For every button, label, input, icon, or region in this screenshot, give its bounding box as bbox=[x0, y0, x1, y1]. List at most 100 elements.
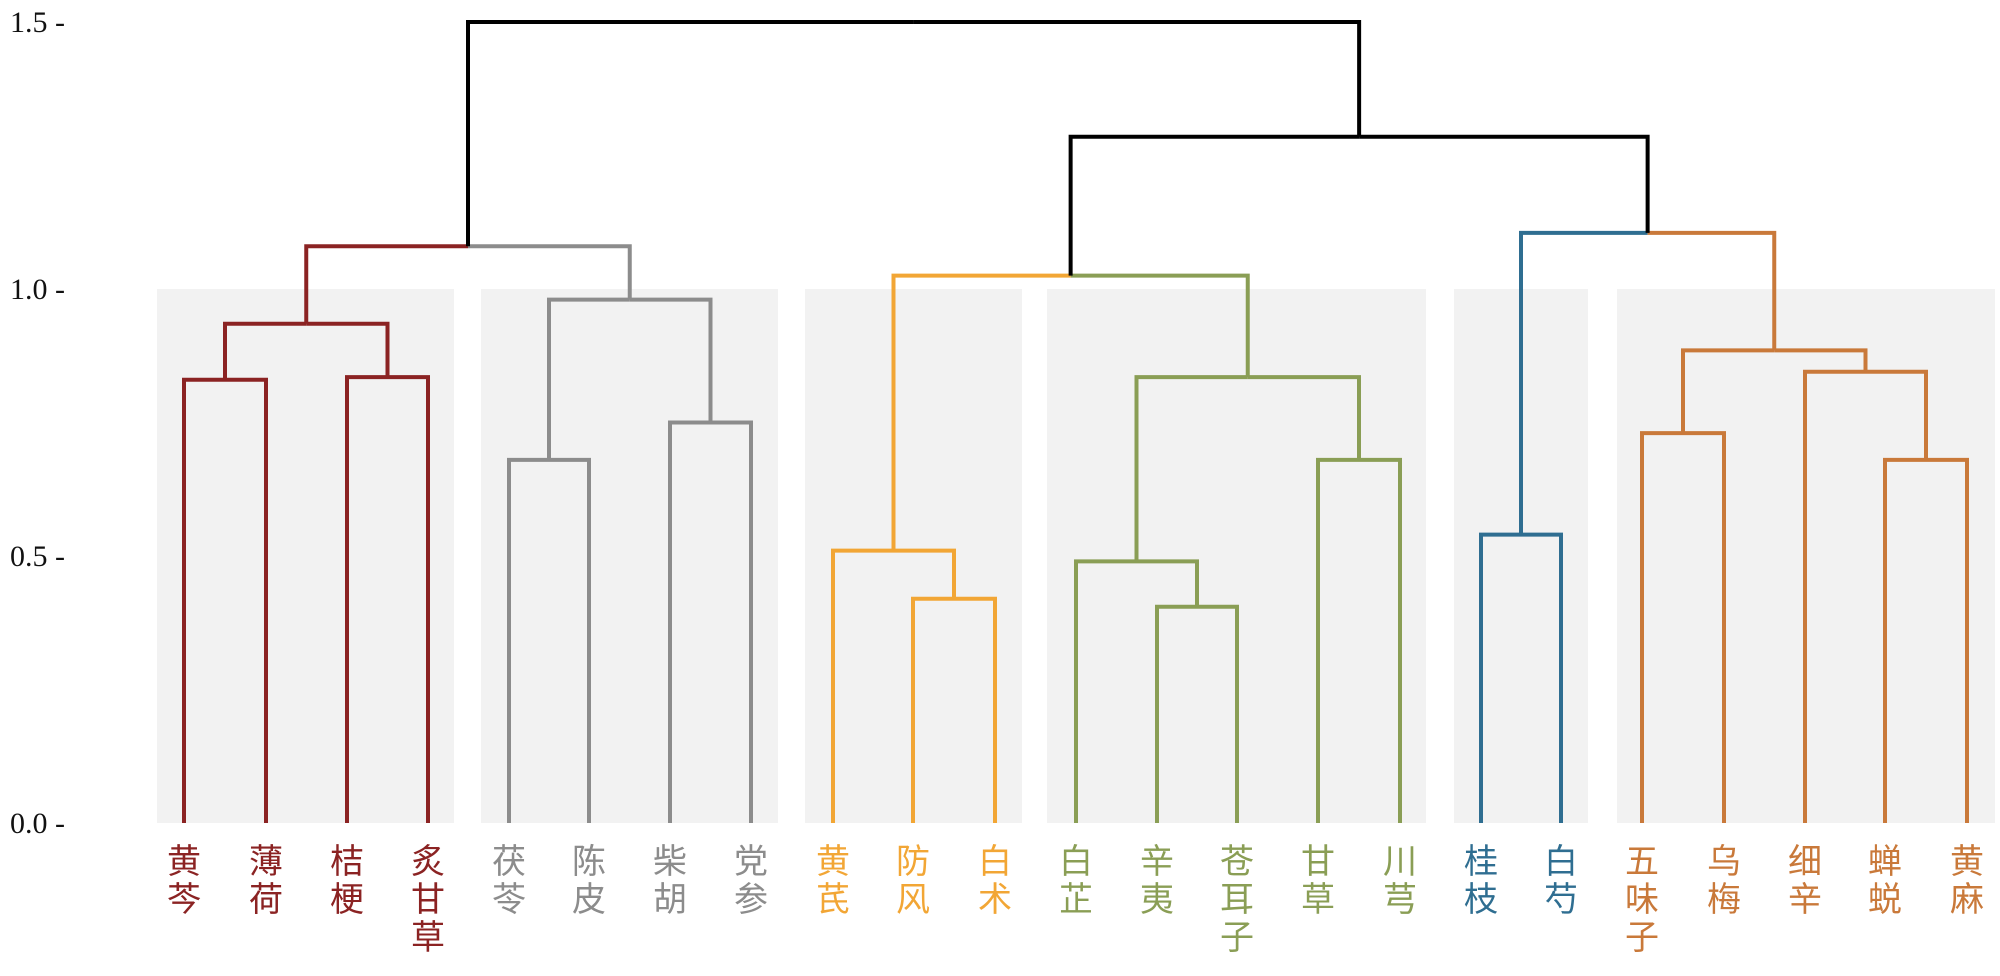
leaf-label-char: 参 bbox=[734, 880, 768, 920]
dendrogram-link-m16-left bbox=[1640, 431, 1683, 823]
dendrogram-link-m22-right bbox=[913, 20, 1362, 137]
dendrogram-link-m9-left bbox=[831, 548, 894, 823]
leaf-label-char: 蜕 bbox=[1868, 880, 1902, 920]
dendrogram-link-m10-left bbox=[1155, 604, 1197, 823]
leaf-label-4: 炙甘草 bbox=[411, 842, 445, 958]
leaf-label-char: 枝 bbox=[1464, 880, 1498, 920]
dendrogram-link-m20-right bbox=[1647, 230, 1777, 351]
dendrogram-link-m13-right bbox=[1247, 375, 1361, 460]
dendrogram-link-m16-right bbox=[1683, 431, 1726, 823]
leaf-label-16: 川芎 bbox=[1383, 842, 1417, 920]
dendrogram-link-m18-right bbox=[1865, 369, 1928, 460]
leaf-label-3: 桔梗 bbox=[330, 842, 364, 920]
leaf-label-char: 细 bbox=[1788, 842, 1822, 882]
dendrogram-link-m7-right bbox=[468, 244, 632, 300]
leaf-label-22: 蝉蜕 bbox=[1868, 842, 1902, 920]
y-tick-label: 0.0 - bbox=[10, 807, 65, 840]
leaf-label-char: 芍 bbox=[1544, 880, 1578, 920]
leaf-label-char: 炙 bbox=[411, 842, 445, 882]
leaf-label-char: 梗 bbox=[330, 880, 364, 920]
dendrogram-link-m7-left bbox=[304, 244, 468, 324]
leaf-label-char: 辛 bbox=[1788, 880, 1822, 920]
leaf-label-char: 薄 bbox=[249, 842, 283, 882]
y-tick-label: 0.5 - bbox=[10, 540, 65, 573]
dendrogram-link-m21-right bbox=[1359, 134, 1650, 233]
dendrogram-link-m1-left bbox=[182, 377, 225, 823]
dendrogram-link-m17-left bbox=[1883, 457, 1926, 823]
leaf-label-char: 黄 bbox=[816, 842, 850, 882]
leaf-label-char: 草 bbox=[1301, 880, 1335, 920]
leaf-label-14: 苍耳子 bbox=[1220, 842, 1254, 958]
dendrogram-link-m21-left bbox=[1068, 134, 1360, 276]
leaf-label-char: 麻 bbox=[1950, 880, 1984, 920]
dendrogram-link-m12-right bbox=[1359, 457, 1402, 823]
leaf-label-char: 子 bbox=[1220, 918, 1254, 958]
leaf-label-char: 黄 bbox=[1950, 842, 1984, 882]
dendrogram-link-m15-right bbox=[1521, 532, 1563, 823]
dendrogram-link-m2-right bbox=[387, 375, 430, 823]
leaf-label-char: 荷 bbox=[249, 880, 283, 920]
leaf-label-char: 茯 bbox=[492, 842, 526, 882]
leaf-label-20: 乌梅 bbox=[1707, 842, 1741, 920]
leaf-label-char: 胡 bbox=[653, 880, 687, 920]
dendrogram-link-m11-left bbox=[1074, 559, 1137, 823]
dendrogram-link-m1-right bbox=[225, 377, 268, 823]
dendrogram-link-m4-right bbox=[549, 457, 591, 823]
dendrogram-link-m6-left bbox=[547, 297, 630, 460]
dendrogram-link-m15-left bbox=[1479, 532, 1521, 823]
leaf-labels: 黄芩薄荷桔梗炙甘草茯苓陈皮柴胡党参黄芪防风白术白芷辛夷苍耳子甘草川芎桂枝白芍五味… bbox=[167, 842, 1984, 958]
dendrogram-link-m22-left bbox=[466, 20, 914, 247]
dendrogram-link-m18-left bbox=[1803, 369, 1866, 823]
leaf-label-11: 白术 bbox=[978, 842, 1012, 920]
leaf-label-char: 芩 bbox=[167, 880, 201, 920]
cluster-1-background bbox=[157, 289, 454, 823]
leaf-label-char: 桔 bbox=[330, 842, 364, 882]
leaf-label-18: 白芍 bbox=[1544, 842, 1578, 920]
leaf-label-12: 白芷 bbox=[1059, 842, 1093, 920]
dendrogram-link-m14-left bbox=[891, 273, 1071, 551]
leaf-label-char: 苓 bbox=[492, 880, 526, 920]
leaf-label-char: 苍 bbox=[1220, 842, 1254, 882]
dendrogram-link-m8-left bbox=[911, 596, 954, 823]
leaf-label-15: 甘草 bbox=[1301, 842, 1335, 920]
leaf-label-char: 五 bbox=[1625, 842, 1659, 882]
leaf-label-char: 甘 bbox=[411, 880, 445, 920]
dendrogram-link-m17-right bbox=[1926, 457, 1969, 823]
leaf-label-char: 耳 bbox=[1220, 880, 1254, 920]
leaf-label-char: 芪 bbox=[816, 880, 850, 920]
leaf-label-char: 芷 bbox=[1059, 880, 1093, 920]
dendrogram-link-m12-left bbox=[1316, 457, 1359, 823]
leaf-label-char: 川 bbox=[1383, 842, 1417, 882]
leaf-label-10: 防风 bbox=[896, 842, 930, 920]
dendrogram-link-m3-left bbox=[223, 321, 307, 380]
cluster-2-background bbox=[481, 289, 778, 823]
leaf-label-19: 五味子 bbox=[1625, 842, 1659, 958]
dendrogram-link-m9-right bbox=[893, 548, 956, 599]
dendrogram-links bbox=[182, 20, 1969, 823]
leaf-label-char: 子 bbox=[1625, 918, 1659, 958]
dendrogram-link-m3-right bbox=[306, 321, 390, 378]
leaf-label-char: 黄 bbox=[167, 842, 201, 882]
leaf-label-char: 白 bbox=[978, 842, 1012, 882]
leaf-label-char: 党 bbox=[734, 842, 768, 882]
dendrogram-link-m13-left bbox=[1134, 375, 1248, 562]
dendrogram-link-m19-left bbox=[1681, 348, 1775, 434]
leaf-label-char: 皮 bbox=[572, 880, 606, 920]
leaf-label-char: 蝉 bbox=[1868, 842, 1902, 882]
dendrogram-link-m10-right bbox=[1197, 604, 1239, 823]
y-tick-label: 1.0 - bbox=[10, 273, 65, 306]
leaf-label-char: 白 bbox=[1059, 842, 1093, 882]
leaf-label-char: 味 bbox=[1625, 880, 1659, 920]
dendrogram-link-m5-left bbox=[668, 420, 711, 823]
leaf-label-char: 乌 bbox=[1707, 842, 1741, 882]
leaf-label-8: 党参 bbox=[734, 842, 768, 920]
leaf-label-char: 甘 bbox=[1301, 842, 1335, 882]
leaf-label-char: 风 bbox=[896, 880, 930, 920]
leaf-label-char: 芎 bbox=[1383, 880, 1417, 920]
leaf-label-char: 草 bbox=[411, 918, 445, 958]
leaf-label-char: 白 bbox=[1544, 842, 1578, 882]
leaf-label-6: 陈皮 bbox=[572, 842, 606, 920]
dendrogram-link-m11-right bbox=[1136, 559, 1199, 607]
leaf-label-17: 桂枝 bbox=[1464, 842, 1498, 920]
leaf-label-1: 黄芩 bbox=[167, 842, 201, 920]
